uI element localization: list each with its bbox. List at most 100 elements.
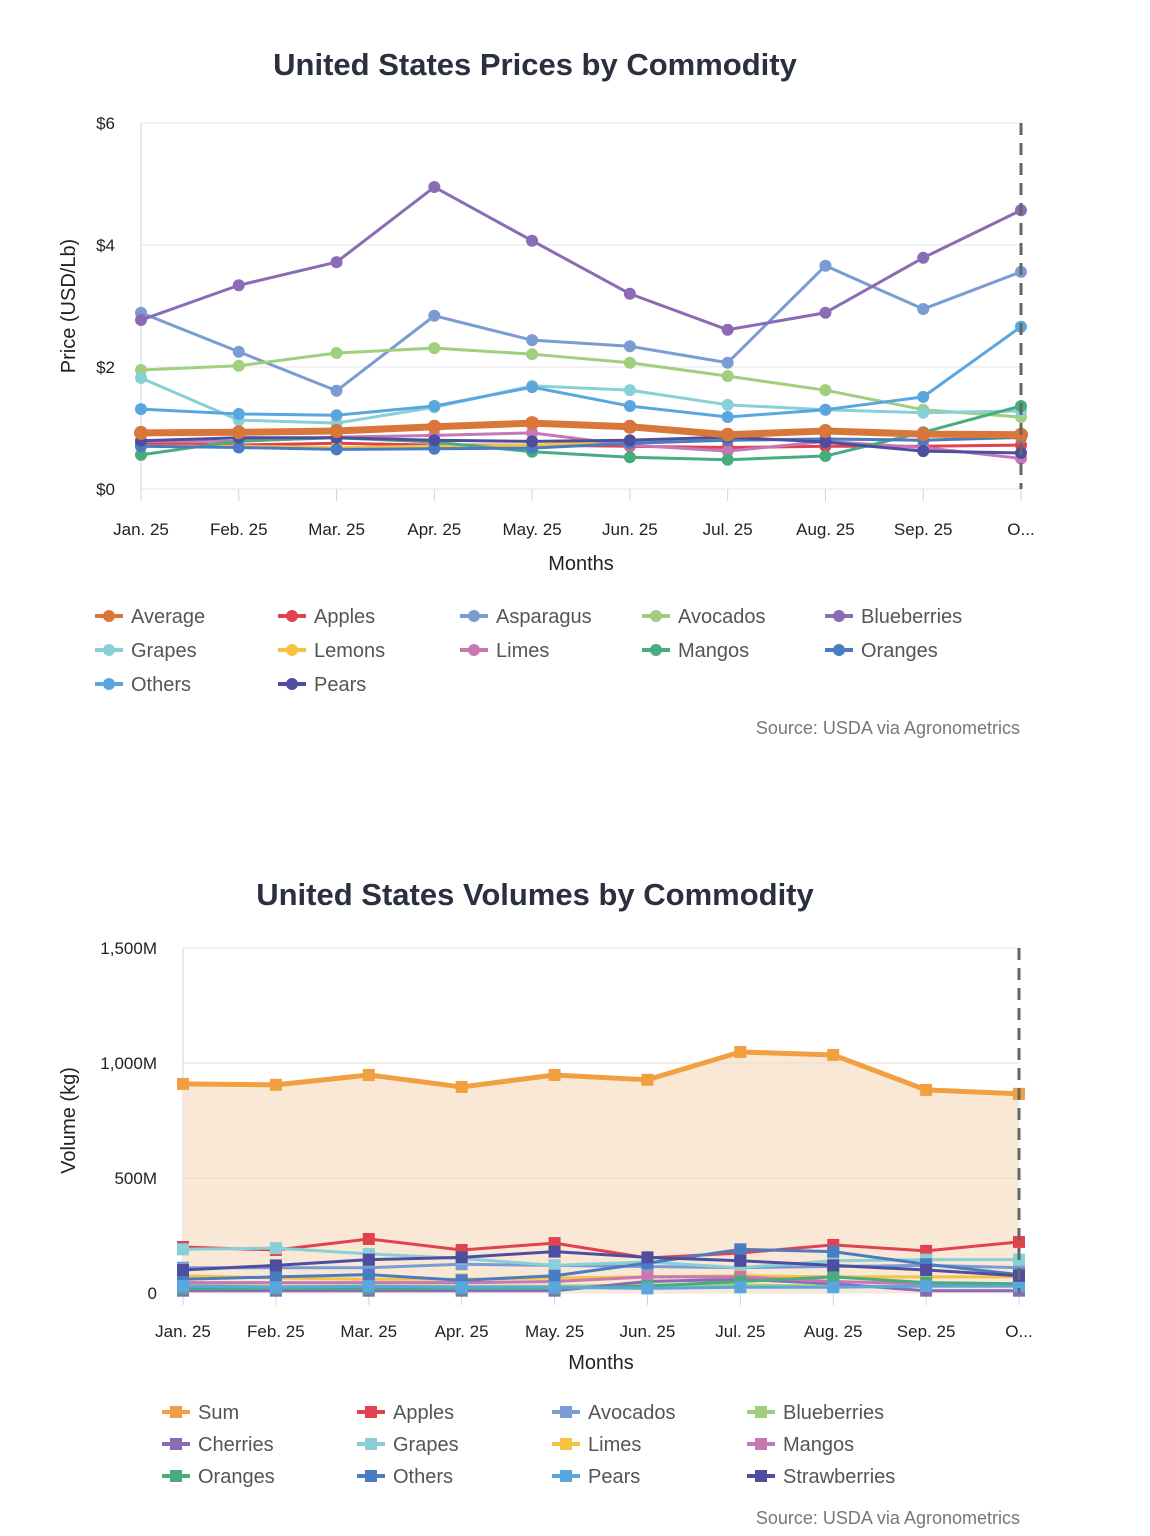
point-others (548, 1269, 561, 1282)
point-grapes (623, 384, 636, 397)
point-avocados (623, 356, 636, 369)
point-strawberries (177, 1264, 189, 1276)
legend-marker-limes (560, 1438, 572, 1450)
legend-label-pears: Pears (588, 1466, 640, 1488)
point-pears (623, 434, 636, 447)
legend-label-grapes: Grapes (393, 1434, 459, 1456)
legend-marker-cherries (170, 1438, 182, 1450)
point-pears (920, 1280, 933, 1293)
legend-marker-oranges (833, 644, 845, 656)
point-pears (1013, 1280, 1025, 1293)
series-line-avocados (183, 1262, 1020, 1270)
legend-marker-mangos (650, 644, 662, 656)
point-grapes (721, 398, 734, 411)
legend-marker-grapes (365, 1438, 377, 1450)
legend-marker-asparagus (468, 610, 480, 622)
point-others (819, 403, 832, 416)
point-blueberries (917, 251, 930, 264)
legend-marker-avocados (650, 610, 662, 622)
point-others (362, 1268, 375, 1281)
x-tick-label: May. 25 (503, 520, 562, 539)
point-mangos (641, 1270, 654, 1283)
point-avocados (721, 370, 734, 383)
legend-label-oranges: Oranges (198, 1466, 275, 1488)
point-sum (269, 1078, 282, 1091)
point-asparagus (623, 340, 636, 353)
point-oranges (827, 1270, 840, 1283)
series-line-pears (140, 435, 1022, 455)
point-pears (641, 1282, 654, 1295)
y-tick-label: 500M (114, 1169, 157, 1188)
legend-marker-sum (170, 1406, 182, 1418)
legend-marker-mangos (755, 1438, 767, 1450)
legend-marker-strawberries (755, 1470, 767, 1482)
x-tick-label: Sep. 25 (894, 520, 953, 539)
point-asparagus (721, 356, 734, 369)
point-mangos (819, 450, 832, 463)
series-line-avocados (140, 346, 1022, 419)
series-line-others (140, 325, 1022, 419)
series-line-others (182, 1247, 1020, 1282)
point-strawberries (734, 1254, 747, 1267)
point-asparagus (917, 303, 930, 316)
point-sum (362, 1068, 375, 1081)
point-grapes (177, 1243, 189, 1256)
x-tick-label: Aug. 25 (796, 520, 855, 539)
legend-label-limes: Limes (588, 1434, 641, 1456)
series-line-grapes (182, 1246, 1019, 1270)
point-others (135, 403, 147, 416)
point-average (427, 419, 442, 434)
legend-label-limes: Limes (496, 640, 549, 662)
legend-marker-limes (468, 644, 480, 656)
point-asparagus (819, 259, 832, 272)
point-apples (1013, 1235, 1025, 1248)
point-pears (455, 1281, 468, 1294)
y-tick-label: $2 (96, 358, 115, 377)
legend-label-mangos: Mangos (678, 640, 749, 662)
point-blueberries (330, 256, 343, 269)
point-oranges (428, 442, 441, 455)
point-oranges (232, 441, 245, 454)
legend-marker-others (365, 1470, 377, 1482)
legend-label-average: Average (131, 606, 205, 628)
y-tick-label: $6 (96, 114, 115, 133)
point-average (622, 419, 637, 434)
point-pears (177, 1280, 189, 1293)
point-others (330, 409, 343, 422)
point-average (818, 424, 833, 439)
x-tick-label: Feb. 25 (210, 520, 268, 539)
point-others (734, 1243, 747, 1256)
point-others (917, 390, 930, 403)
legend-label-avocados: Avocados (588, 1402, 675, 1424)
point-strawberries (362, 1253, 375, 1266)
series-line-asparagus (140, 264, 1022, 393)
point-others (721, 411, 734, 424)
x-tick-label: O... (1005, 1322, 1032, 1341)
series-line-pears (182, 1284, 1019, 1290)
legend-marker-grapes (103, 644, 115, 656)
point-avocados (330, 346, 343, 359)
point-strawberries (455, 1251, 468, 1264)
point-strawberries (827, 1259, 840, 1272)
point-others (232, 407, 245, 420)
series-line-blueberries (140, 185, 1022, 332)
legend-marker-pears (560, 1470, 572, 1482)
y-tick-label: $4 (96, 236, 115, 255)
legend-label-lemons: Lemons (314, 640, 385, 662)
y-tick-label: 1,000M (100, 1054, 157, 1073)
legend-label-avocados: Avocados (678, 606, 765, 628)
series-line-mangos (140, 404, 1022, 462)
point-blueberries (526, 234, 539, 247)
point-average (720, 427, 735, 442)
point-asparagus (330, 384, 343, 397)
x-tick-label: Jan. 25 (155, 1322, 211, 1341)
legend-label-pears: Pears (314, 674, 366, 696)
series-line-oranges (140, 435, 1022, 451)
chart-title: United States Volumes by Commodity (256, 877, 814, 912)
x-tick-label: Feb. 25 (247, 1322, 305, 1341)
y-tick-label: 0 (148, 1284, 157, 1303)
source-note: Source: USDA via Agronometrics (756, 1508, 1020, 1528)
x-axis-label: Months (548, 553, 614, 575)
point-sum (734, 1045, 747, 1058)
